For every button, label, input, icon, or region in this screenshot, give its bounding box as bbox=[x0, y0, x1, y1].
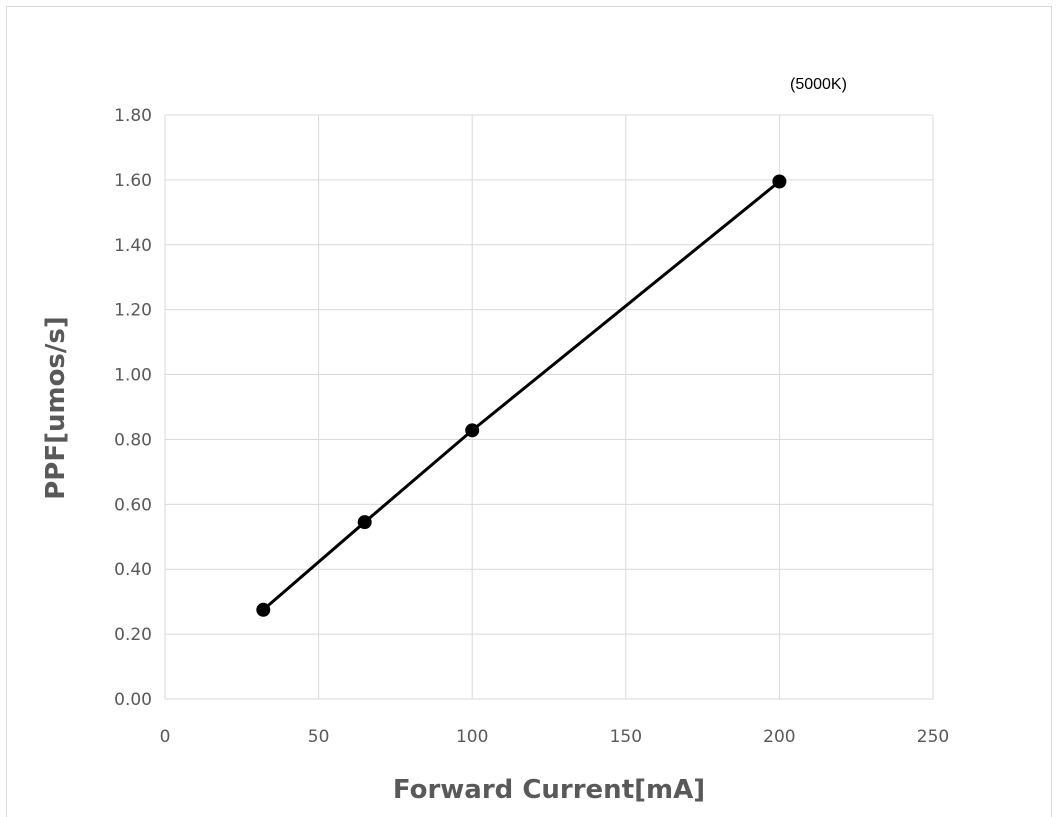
y-tick-label: 1.20 bbox=[114, 301, 152, 321]
y-tick-labels: 0.00 0.20 0.40 0.60 0.80 1.00 1.20 1.40 1.60 1.80 bbox=[114, 106, 152, 710]
x-tick-label: 150 bbox=[610, 727, 642, 747]
x-tick-label: 200 bbox=[763, 727, 795, 747]
series-group bbox=[256, 174, 787, 617]
y-tick-label: 0.00 bbox=[114, 690, 152, 710]
y-tick-label: 0.80 bbox=[114, 430, 152, 450]
y-tick-label: 0.20 bbox=[114, 625, 152, 645]
data-point bbox=[465, 423, 480, 438]
y-tick-label: 1.40 bbox=[114, 236, 152, 256]
x-tick-label: 0 bbox=[160, 727, 171, 747]
x-tick-label: 100 bbox=[456, 727, 488, 747]
x-tick-label: 50 bbox=[308, 727, 330, 747]
grid bbox=[164, 114, 934, 700]
series-line-0 bbox=[262, 180, 781, 611]
x-tick-labels: 0 50 100 150 200 250 bbox=[160, 727, 950, 747]
x-tick-label: 250 bbox=[917, 727, 949, 747]
y-tick-label: 1.00 bbox=[114, 366, 152, 386]
x-axis-title: Forward Current[mA] bbox=[393, 775, 705, 805]
y-tick-label: 1.80 bbox=[114, 106, 152, 126]
y-tick-label: 0.40 bbox=[114, 560, 152, 580]
y-tick-label: 1.60 bbox=[114, 171, 152, 191]
y-tick-label: 0.60 bbox=[114, 495, 152, 515]
chart-frame bbox=[6, 6, 1052, 817]
data-point bbox=[772, 174, 787, 189]
data-point bbox=[256, 602, 271, 617]
annotation-5000k: (5000K) bbox=[790, 76, 847, 93]
data-point bbox=[357, 515, 372, 530]
y-axis-title: PPF[umos/s] bbox=[41, 316, 71, 500]
